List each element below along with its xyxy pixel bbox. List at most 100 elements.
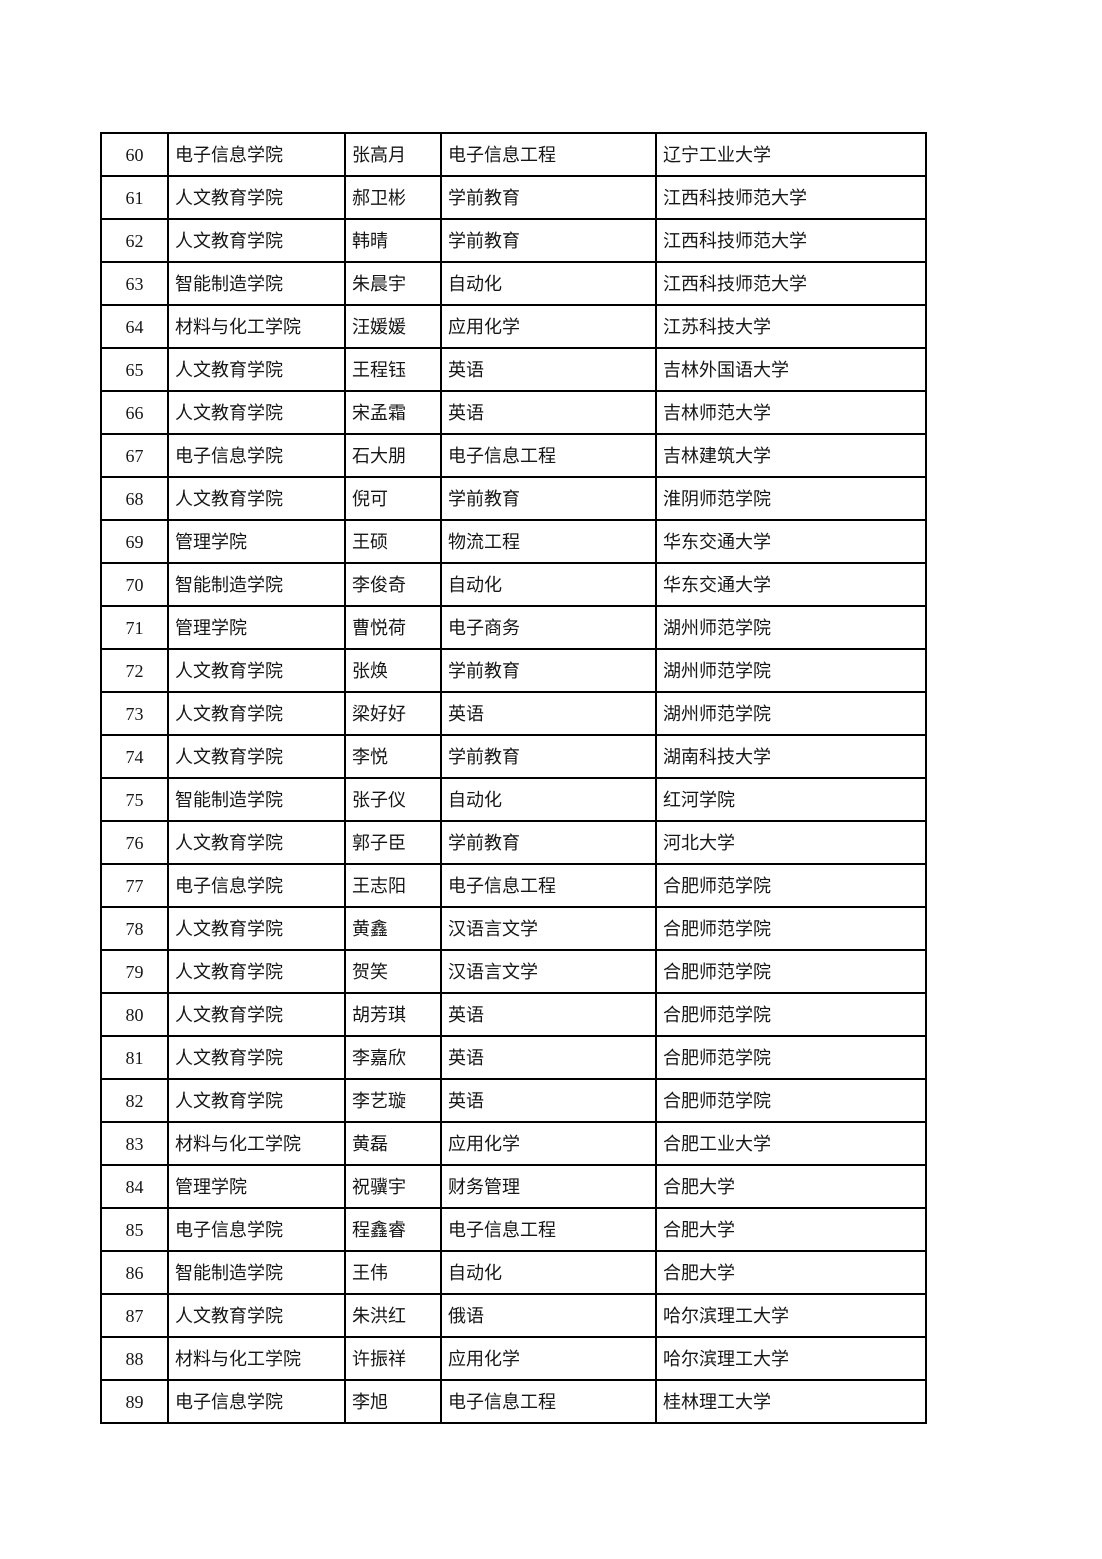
name-cell: 胡芳琪	[344, 992, 442, 1037]
row-number-cell: 77	[100, 863, 169, 908]
college-cell: 电子信息学院	[167, 1207, 346, 1252]
major-cell: 学前教育	[440, 476, 657, 521]
name-cell: 程鑫睿	[344, 1207, 442, 1252]
row-number-cell: 73	[100, 691, 169, 736]
college-cell: 人文教育学院	[167, 906, 346, 951]
college-cell: 人文教育学院	[167, 820, 346, 865]
major-cell: 学前教育	[440, 175, 657, 220]
table-row: 76 人文教育学院 郭子臣 学前教育 河北大学	[100, 820, 927, 865]
row-number-cell: 78	[100, 906, 169, 951]
college-cell: 管理学院	[167, 519, 346, 564]
table-row: 85 电子信息学院 程鑫睿 电子信息工程 合肥大学	[100, 1207, 927, 1252]
college-cell: 电子信息学院	[167, 433, 346, 478]
table-row: 89 电子信息学院 李旭 电子信息工程 桂林理工大学	[100, 1379, 927, 1424]
university-cell: 华东交通大学	[655, 519, 927, 564]
row-number-cell: 88	[100, 1336, 169, 1381]
row-number-cell: 75	[100, 777, 169, 822]
row-number-cell: 80	[100, 992, 169, 1037]
row-number-cell: 79	[100, 949, 169, 994]
major-cell: 电子信息工程	[440, 1207, 657, 1252]
name-cell: 黄鑫	[344, 906, 442, 951]
name-cell: 李旭	[344, 1379, 442, 1424]
table-row: 64 材料与化工学院 汪媛媛 应用化学 江苏科技大学	[100, 304, 927, 349]
university-cell: 湖州师范学院	[655, 648, 927, 693]
table-row: 72 人文教育学院 张焕 学前教育 湖州师范学院	[100, 648, 927, 693]
college-cell: 管理学院	[167, 1164, 346, 1209]
name-cell: 黄磊	[344, 1121, 442, 1166]
college-cell: 人文教育学院	[167, 390, 346, 435]
table-row: 74 人文教育学院 李悦 学前教育 湖南科技大学	[100, 734, 927, 779]
university-cell: 合肥师范学院	[655, 1035, 927, 1080]
college-cell: 管理学院	[167, 605, 346, 650]
name-cell: 梁好好	[344, 691, 442, 736]
name-cell: 王程钰	[344, 347, 442, 392]
college-cell: 人文教育学院	[167, 1078, 346, 1123]
name-cell: 王硕	[344, 519, 442, 564]
university-cell: 合肥大学	[655, 1164, 927, 1209]
row-number-cell: 69	[100, 519, 169, 564]
major-cell: 汉语言文学	[440, 906, 657, 951]
major-cell: 英语	[440, 691, 657, 736]
college-cell: 人文教育学院	[167, 1293, 346, 1338]
major-cell: 应用化学	[440, 1121, 657, 1166]
student-roster-body: 60 电子信息学院 张高月 电子信息工程 辽宁工业大学 61 人文教育学院 郝卫…	[100, 132, 927, 1424]
row-number-cell: 60	[100, 132, 169, 177]
student-roster-table: 60 电子信息学院 张高月 电子信息工程 辽宁工业大学 61 人文教育学院 郝卫…	[100, 132, 927, 1424]
university-cell: 江苏科技大学	[655, 304, 927, 349]
college-cell: 智能制造学院	[167, 777, 346, 822]
university-cell: 合肥师范学院	[655, 1078, 927, 1123]
table-row: 82 人文教育学院 李艺璇 英语 合肥师范学院	[100, 1078, 927, 1123]
university-cell: 辽宁工业大学	[655, 132, 927, 177]
university-cell: 吉林师范大学	[655, 390, 927, 435]
major-cell: 汉语言文学	[440, 949, 657, 994]
university-cell: 江西科技师范大学	[655, 218, 927, 263]
college-cell: 智能制造学院	[167, 1250, 346, 1295]
college-cell: 人文教育学院	[167, 648, 346, 693]
university-cell: 合肥师范学院	[655, 992, 927, 1037]
university-cell: 合肥大学	[655, 1207, 927, 1252]
university-cell: 合肥大学	[655, 1250, 927, 1295]
table-row: 65 人文教育学院 王程钰 英语 吉林外国语大学	[100, 347, 927, 392]
table-row: 79 人文教育学院 贺笑 汉语言文学 合肥师范学院	[100, 949, 927, 994]
name-cell: 许振祥	[344, 1336, 442, 1381]
row-number-cell: 70	[100, 562, 169, 607]
university-cell: 湖州师范学院	[655, 605, 927, 650]
college-cell: 电子信息学院	[167, 1379, 346, 1424]
name-cell: 朱晨宇	[344, 261, 442, 306]
row-number-cell: 74	[100, 734, 169, 779]
university-cell: 吉林外国语大学	[655, 347, 927, 392]
major-cell: 英语	[440, 992, 657, 1037]
name-cell: 李艺璇	[344, 1078, 442, 1123]
table-row: 87 人文教育学院 朱洪红 俄语 哈尔滨理工大学	[100, 1293, 927, 1338]
table-row: 63 智能制造学院 朱晨宇 自动化 江西科技师范大学	[100, 261, 927, 306]
university-cell: 湖州师范学院	[655, 691, 927, 736]
row-number-cell: 86	[100, 1250, 169, 1295]
college-cell: 材料与化工学院	[167, 304, 346, 349]
university-cell: 合肥师范学院	[655, 863, 927, 908]
row-number-cell: 87	[100, 1293, 169, 1338]
row-number-cell: 83	[100, 1121, 169, 1166]
major-cell: 学前教育	[440, 734, 657, 779]
university-cell: 哈尔滨理工大学	[655, 1336, 927, 1381]
major-cell: 电子信息工程	[440, 863, 657, 908]
university-cell: 淮阴师范学院	[655, 476, 927, 521]
major-cell: 英语	[440, 390, 657, 435]
university-cell: 江西科技师范大学	[655, 175, 927, 220]
row-number-cell: 63	[100, 261, 169, 306]
university-cell: 合肥师范学院	[655, 906, 927, 951]
name-cell: 曹悦荷	[344, 605, 442, 650]
university-cell: 华东交通大学	[655, 562, 927, 607]
major-cell: 英语	[440, 1078, 657, 1123]
university-cell: 红河学院	[655, 777, 927, 822]
university-cell: 江西科技师范大学	[655, 261, 927, 306]
name-cell: 王伟	[344, 1250, 442, 1295]
name-cell: 朱洪红	[344, 1293, 442, 1338]
row-number-cell: 85	[100, 1207, 169, 1252]
major-cell: 自动化	[440, 261, 657, 306]
college-cell: 材料与化工学院	[167, 1121, 346, 1166]
row-number-cell: 65	[100, 347, 169, 392]
table-row: 86 智能制造学院 王伟 自动化 合肥大学	[100, 1250, 927, 1295]
college-cell: 人文教育学院	[167, 691, 346, 736]
row-number-cell: 81	[100, 1035, 169, 1080]
table-row: 77 电子信息学院 王志阳 电子信息工程 合肥师范学院	[100, 863, 927, 908]
